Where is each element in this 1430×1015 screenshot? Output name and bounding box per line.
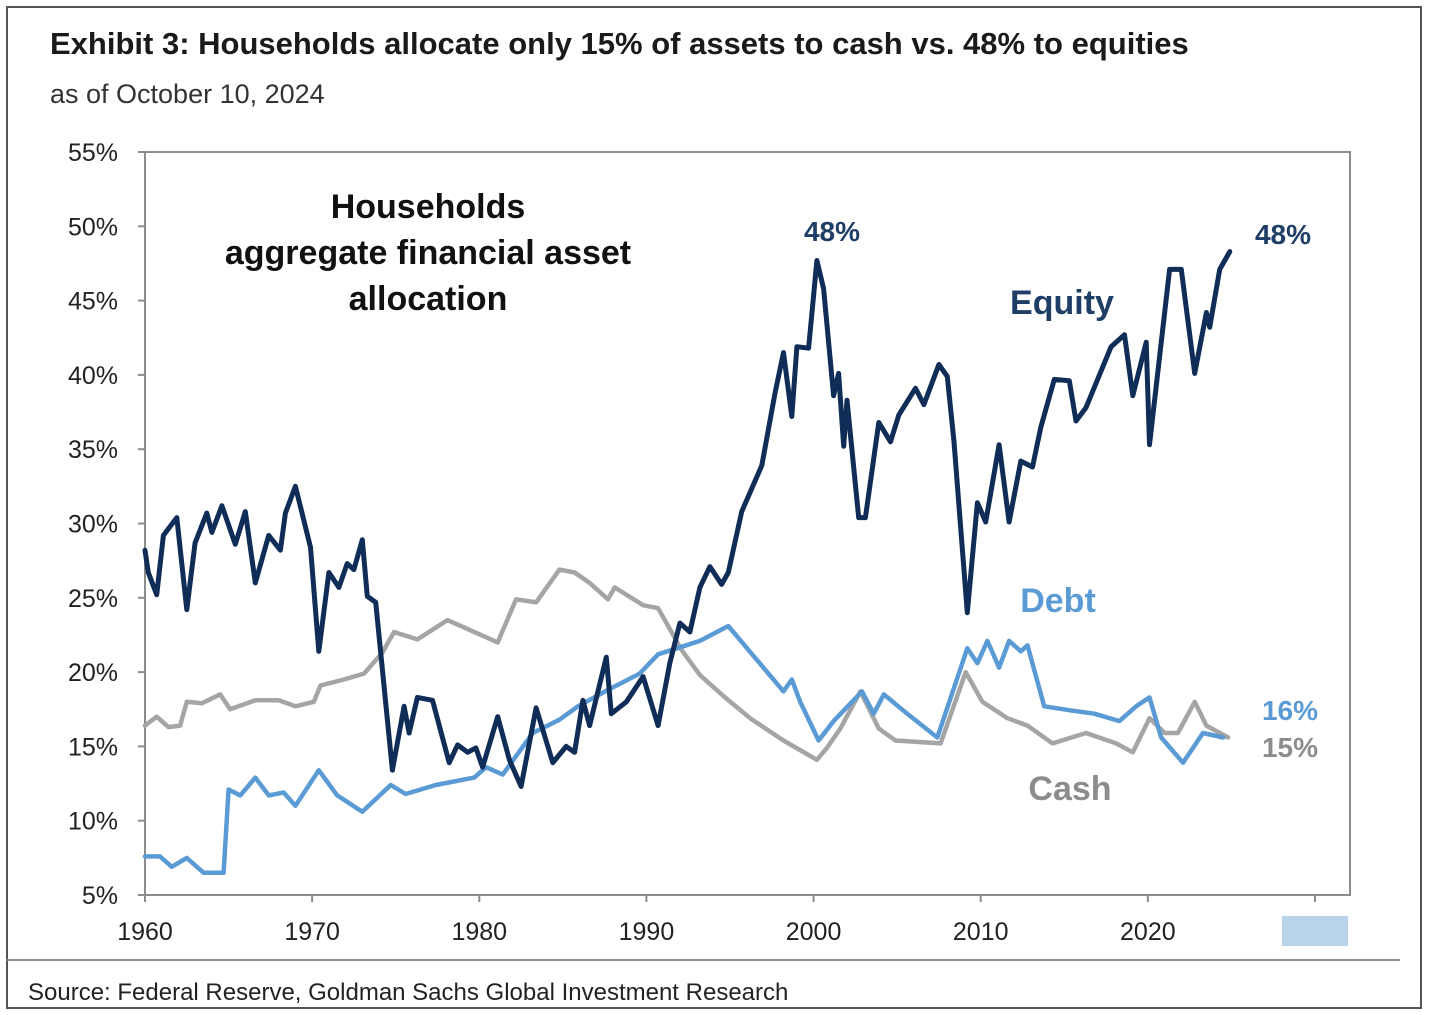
x-tick-label: 1970: [284, 918, 340, 946]
cash-series-label: Cash: [1028, 770, 1111, 808]
selection-highlight: [1282, 916, 1348, 946]
y-tick-label: 30%: [68, 511, 118, 539]
equity-series-label: Equity: [1010, 284, 1114, 322]
y-tick-label: 45%: [68, 288, 118, 316]
x-tick-label: 2020: [1120, 918, 1176, 946]
x-tick-label: 1960: [117, 918, 173, 946]
y-tick-label: 5%: [82, 882, 118, 910]
annotation-line-1: Households: [331, 188, 526, 226]
debt-end-label: 16%: [1262, 695, 1318, 726]
outer-border: [6, 6, 1422, 1009]
y-tick-label: 50%: [68, 213, 118, 241]
x-tick-label: 1980: [451, 918, 507, 946]
x-tick-label: 1990: [619, 918, 675, 946]
debt-line: [142, 623, 1226, 875]
debt-series-label: Debt: [1020, 582, 1096, 620]
equity-end-label: 48%: [1255, 219, 1311, 250]
y-tick-label: 35%: [68, 436, 118, 464]
x-tick-label: 2000: [786, 918, 842, 946]
equity-peak-label: 48%: [804, 216, 860, 247]
y-tick-label: 40%: [68, 362, 118, 390]
annotation-line-3: allocation: [349, 280, 508, 318]
source-note: Source: Federal Reserve, Goldman Sachs G…: [28, 979, 788, 1006]
y-tick-label: 20%: [68, 659, 118, 687]
chart-title: Exhibit 3: Households allocate only 15% …: [50, 26, 1189, 61]
y-tick-label: 25%: [68, 585, 118, 613]
chart-subtitle: as of October 10, 2024: [50, 79, 325, 109]
y-axis: 55% 50% 45% 40% 35% 30% 25% 20% 15% 10% 5%: [68, 139, 145, 910]
series-lines: [142, 249, 1233, 875]
y-tick-label: 55%: [68, 139, 118, 167]
x-tick-label: 2010: [953, 918, 1009, 946]
cash-line: [142, 567, 1231, 763]
equity-line: [142, 249, 1233, 789]
y-tick-label: 10%: [68, 808, 118, 836]
x-axis: 19601970198019902000201020202030: [117, 895, 1343, 946]
cash-end-label: 15%: [1262, 732, 1318, 763]
annotation-line-2: aggregate financial asset: [225, 234, 631, 272]
y-tick-label: 15%: [68, 733, 118, 761]
